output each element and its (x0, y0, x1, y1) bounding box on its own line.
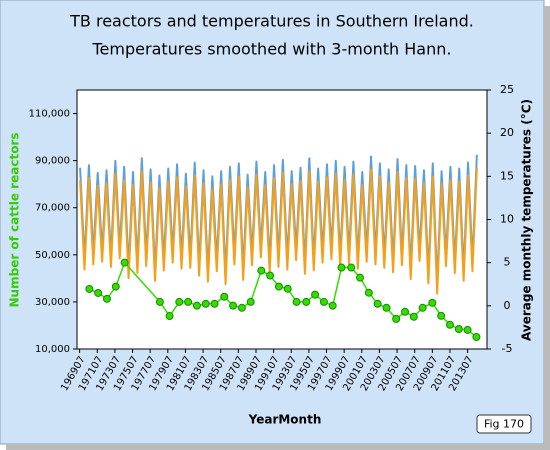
point (257, 266, 266, 275)
point (165, 312, 174, 321)
marks (79, 154, 481, 341)
y2-tick-label: -5 (502, 342, 513, 355)
point (102, 294, 111, 303)
point (311, 290, 320, 299)
point (392, 314, 401, 323)
point (302, 297, 311, 306)
figure-label: Fig 170 (484, 418, 524, 431)
point (401, 307, 409, 316)
point (337, 263, 346, 272)
point (428, 298, 437, 307)
point (155, 297, 164, 306)
y2-tick-label: 15 (500, 169, 514, 182)
point (175, 297, 184, 306)
point (120, 258, 129, 267)
y2-tick-label: 25 (500, 83, 514, 96)
point (85, 284, 94, 293)
point (347, 263, 356, 272)
point (418, 303, 427, 312)
point (229, 301, 238, 310)
point (319, 297, 328, 306)
y-tick-label: 70,000 (35, 203, 70, 214)
point (463, 325, 472, 334)
point (292, 297, 301, 306)
y-tick-label: 50,000 (35, 250, 70, 261)
y2-tick-label: 20 (500, 126, 514, 139)
y-tick-label: 90,000 (35, 156, 70, 167)
point (382, 303, 391, 312)
point (184, 297, 193, 306)
y2-axis-title: Average monthly temperatures (°C) (520, 99, 534, 341)
point (237, 303, 246, 312)
point (94, 288, 103, 297)
point (437, 311, 446, 320)
y-tick-label: 110,000 (29, 109, 70, 120)
point (364, 288, 373, 297)
point (356, 273, 365, 282)
y2-tick-label: 10 (500, 213, 514, 226)
point (246, 297, 255, 306)
shadow (544, 6, 550, 450)
point (328, 301, 337, 310)
point (210, 299, 219, 308)
x-axis-title: YearMonth (248, 413, 322, 427)
point (445, 320, 454, 329)
point (274, 282, 283, 291)
y-tick-label: 10,000 (35, 344, 70, 355)
shadow (6, 444, 550, 450)
series-line (79, 167, 478, 295)
point (454, 324, 463, 333)
point (220, 292, 229, 301)
y2-tick-label: 0 (504, 299, 511, 312)
y-tick-label: 30,000 (35, 297, 70, 308)
chart-title: TB reactors and temperatures in Southern… (69, 12, 474, 31)
y-axis-title: Number of cattle reactors (8, 133, 22, 308)
point (111, 282, 120, 291)
y2-tick-label: 5 (504, 256, 511, 269)
figure-label-box (476, 414, 532, 434)
point (192, 301, 201, 310)
point (472, 332, 481, 341)
chart-subtitle: Temperatures smoothed with 3-month Hann. (92, 40, 452, 59)
point (266, 271, 275, 280)
point (283, 284, 292, 293)
point (409, 312, 418, 321)
point (373, 299, 382, 308)
point (201, 299, 210, 308)
